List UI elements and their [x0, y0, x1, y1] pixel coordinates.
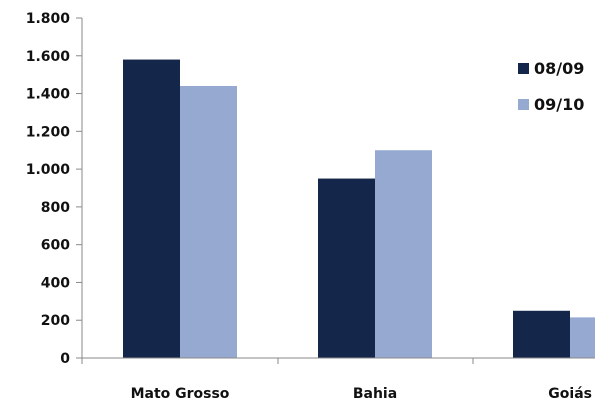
- y-tick-label: 800: [41, 200, 70, 216]
- y-tick-label: 1.800: [26, 11, 71, 27]
- legend-swatch: [518, 99, 529, 110]
- x-category-label: Mato Grosso: [131, 386, 230, 402]
- y-tick-label: 1.600: [26, 49, 71, 65]
- y-tick-label: 0: [60, 351, 70, 367]
- y-tick-label: 600: [41, 238, 70, 254]
- bar-08-09-bahia: [318, 178, 375, 358]
- x-axis: Mato Grosso Bahia Goiás: [81, 357, 595, 402]
- bar-08-09-mato-grosso: [123, 59, 180, 359]
- y-tick-label: 1.200: [26, 124, 71, 140]
- y-tick-label: 1.400: [26, 87, 71, 103]
- y-axis: 0 200 400 600 800 1.000 1.200 1.400 1.600 1.800: [26, 11, 83, 367]
- y-tick-label: 200: [41, 313, 70, 329]
- legend: 08/09 09/10: [518, 59, 584, 114]
- legend-label: 08/09: [534, 59, 584, 78]
- bar-08-09-goiás: [513, 310, 570, 358]
- y-tick-label: 400: [41, 275, 70, 291]
- x-category-label: Bahia: [353, 386, 397, 402]
- y-tick-label: 1.000: [26, 162, 71, 178]
- bar-09-10-goiás: [570, 317, 595, 358]
- legend-swatch: [518, 63, 529, 74]
- bar-09-10-mato-grosso: [180, 86, 237, 358]
- bars: [123, 59, 595, 359]
- bar-09-10-bahia: [375, 150, 432, 358]
- legend-label: 09/10: [534, 95, 584, 114]
- x-category-label: Goiás: [548, 386, 592, 402]
